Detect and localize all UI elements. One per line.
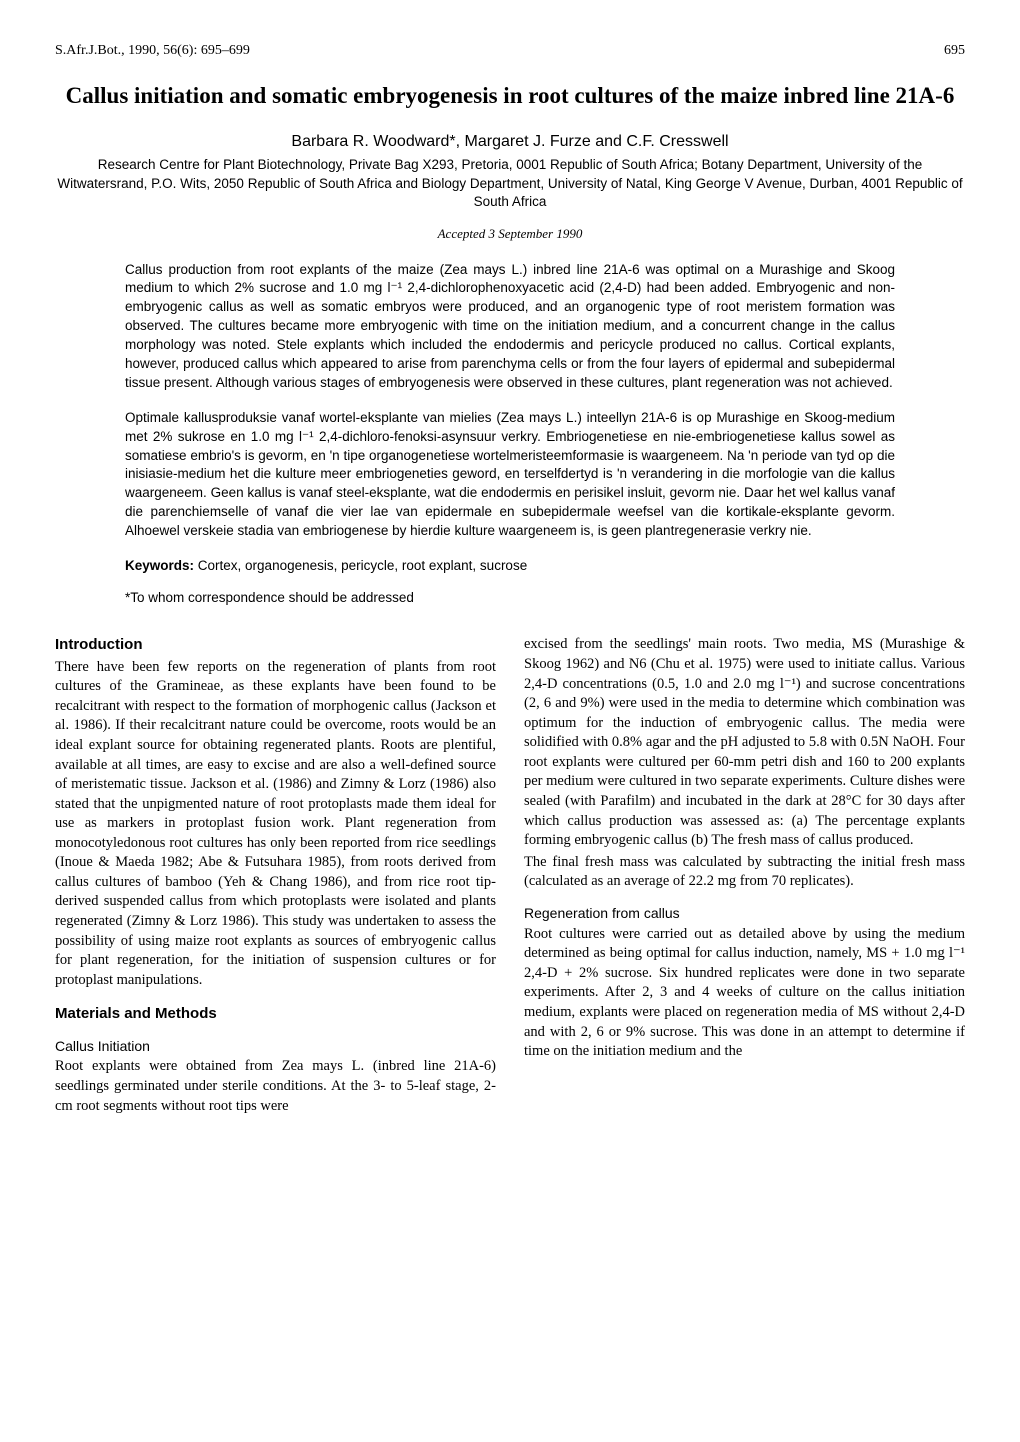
column-right: excised from the seedlings' main roots. …: [524, 635, 965, 1118]
correspondence-note: *To whom correspondence should be addres…: [125, 589, 895, 607]
callus-initiation-text: Root explants were obtained from Zea may…: [55, 1057, 496, 1116]
regeneration-text: Root cultures were carried out as detail…: [524, 925, 965, 1062]
abstract-english: Callus production from root explants of …: [125, 261, 895, 393]
materials-methods-heading: Materials and Methods: [55, 1004, 496, 1024]
journal-ref: S.Afr.J.Bot., 1990, 56(6): 695–699: [55, 42, 250, 61]
authors: Barbara R. Woodward*, Margaret J. Furze …: [55, 131, 965, 153]
col2-paragraph-1: excised from the seedlings' main roots. …: [524, 635, 965, 850]
accepted-date: Accepted 3 September 1990: [55, 225, 965, 243]
keywords-label: Keywords:: [125, 558, 194, 573]
keywords-row: Keywords: Cortex, organogenesis, pericyc…: [125, 557, 895, 575]
abstract-afrikaans: Optimale kallusproduksie vanaf wortel-ek…: [125, 409, 895, 541]
introduction-heading: Introduction: [55, 635, 496, 655]
affiliations: Research Centre for Plant Biotechnology,…: [55, 156, 965, 211]
keywords-text: Cortex, organogenesis, pericycle, root e…: [194, 558, 527, 573]
introduction-text: There have been few reports on the regen…: [55, 658, 496, 991]
callus-initiation-heading: Callus Initiation: [55, 1037, 496, 1056]
regeneration-heading: Regeneration from callus: [524, 904, 965, 923]
column-left: Introduction There have been few reports…: [55, 635, 496, 1118]
article-title: Callus initiation and somatic embryogene…: [55, 81, 965, 111]
col2-paragraph-2: The final fresh mass was calculated by s…: [524, 853, 965, 892]
page-number: 695: [944, 42, 965, 61]
body-columns: Introduction There have been few reports…: [55, 635, 965, 1118]
